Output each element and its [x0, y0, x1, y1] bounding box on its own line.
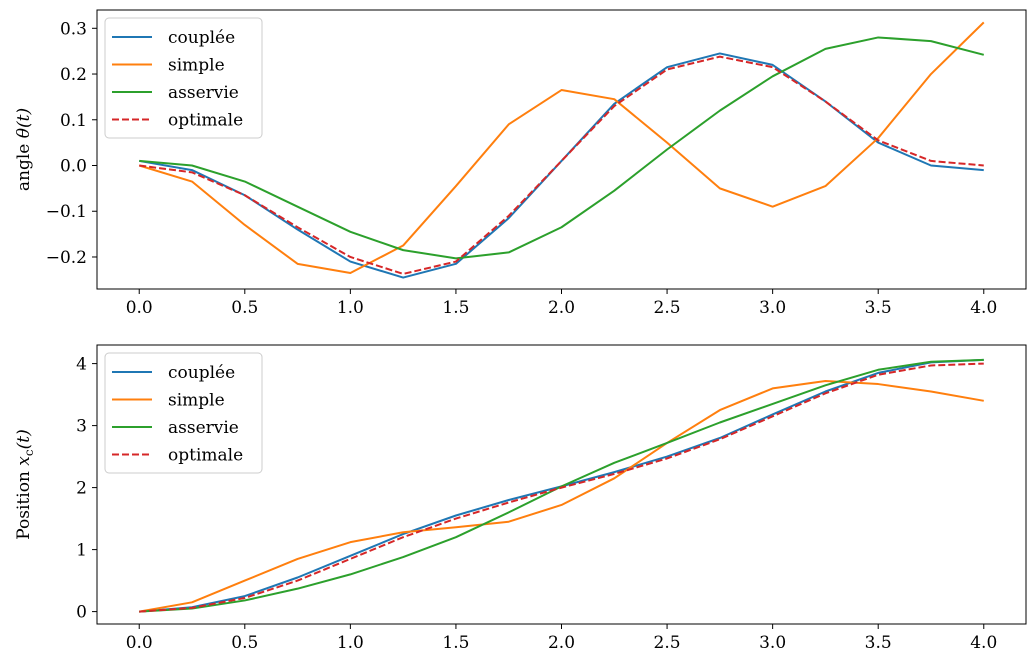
chart-1: 0.0 0.5 1.0 1.5 2.0 2.5 3.0 3.5 4.0 −0.2 −0.1 0.0 0.… — [14, 9, 1027, 318]
y-axis-label: Position xc(t) — [14, 429, 36, 539]
legend-label-optimale: optimale — [168, 111, 243, 131]
y-tick-label: 1 — [76, 541, 87, 561]
x-tick-label: 2.5 — [654, 298, 681, 318]
x-tick-label: 1.5 — [442, 633, 469, 653]
legend: couplée simple asservie optimale — [104, 17, 263, 139]
legend-frame — [104, 17, 263, 139]
x-tick-label: 4.0 — [970, 633, 997, 653]
legend: couplée simple asservie optimale — [104, 352, 263, 474]
y-axis-label: angle θ(t) — [14, 108, 34, 191]
x-tick-label: 0.0 — [126, 298, 153, 318]
series-line-optimale — [139, 55, 984, 275]
x-tick-label: 0.5 — [231, 633, 258, 653]
y-tick-label: 4 — [76, 355, 87, 375]
chart-2: 0.0 0.5 1.0 1.5 2.0 2.5 3.0 3.5 4.0 0 1 2 3 4 Position… — [14, 344, 1027, 653]
legend-label-simple: simple — [168, 391, 225, 411]
x-tick-label: 2.5 — [654, 633, 681, 653]
series-line-simple — [139, 379, 984, 613]
legend-frame — [104, 352, 263, 474]
y-tick-label: −0.2 — [46, 248, 87, 268]
y-tick-label: 0.0 — [60, 157, 87, 177]
y-tick-label: 3 — [76, 417, 87, 437]
x-tick-label: 1.0 — [337, 633, 364, 653]
x-tick-label: 0.5 — [231, 298, 258, 318]
y-tick-label: −0.1 — [46, 202, 87, 222]
legend-label-asservie: asservie — [168, 83, 239, 103]
legend-label-asservie: asservie — [168, 418, 239, 438]
x-tick-label: 0.0 — [126, 633, 153, 653]
series-line-couplée — [139, 52, 984, 279]
x-tick-label: 1.5 — [442, 298, 469, 318]
x-tick-label: 2.0 — [548, 633, 575, 653]
x-tick-label: 4.0 — [970, 298, 997, 318]
legend-label-optimale: optimale — [168, 446, 243, 466]
x-tick-label: 2.0 — [548, 298, 575, 318]
x-tick-label: 3.0 — [759, 298, 786, 318]
legend-label-couplée: couplée — [168, 363, 235, 383]
legend-label-couplée: couplée — [168, 28, 235, 48]
series-line-optimale — [139, 362, 984, 613]
series-line-asservie — [139, 36, 985, 260]
y-tick-label: 0 — [76, 603, 87, 623]
legend-label-simple: simple — [168, 56, 225, 76]
x-tick-label: 3.5 — [865, 633, 892, 653]
x-tick-label: 1.0 — [337, 298, 364, 318]
y-tick-label: 0.1 — [60, 111, 87, 131]
y-tick-label: 0.3 — [60, 19, 87, 39]
y-tick-label: 2 — [76, 479, 87, 499]
x-tick-label: 3.0 — [759, 633, 786, 653]
series-line-asservie — [139, 358, 984, 613]
x-tick-label: 3.5 — [865, 298, 892, 318]
y-tick-label: 0.2 — [60, 65, 87, 85]
series-line-simple — [138, 21, 985, 274]
